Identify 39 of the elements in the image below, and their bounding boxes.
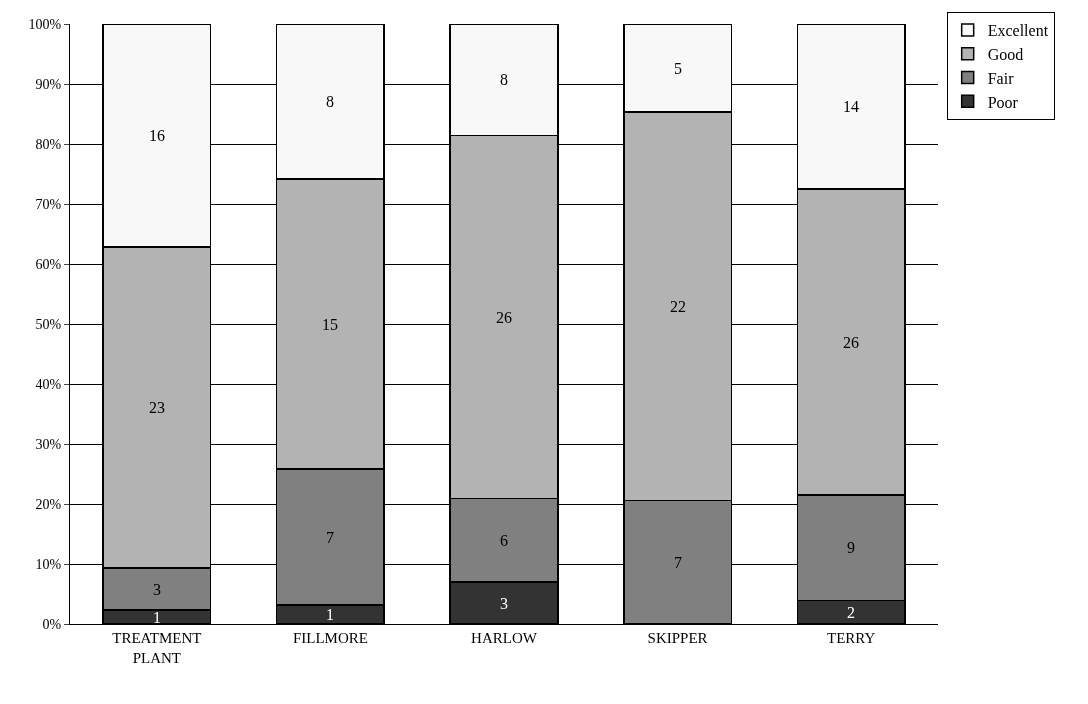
legend-label: Good	[987, 45, 1024, 63]
annotation: 26	[843, 334, 859, 351]
annotation: 6	[500, 532, 508, 549]
annotation: 26	[496, 309, 512, 326]
annotation: 7	[674, 554, 682, 571]
y-tick-label: 30%	[35, 436, 62, 452]
annotation: 7	[326, 529, 334, 546]
annotation: 22	[670, 298, 686, 315]
annotation: 5	[674, 60, 682, 77]
y-tick-label: 20%	[35, 496, 62, 512]
x-tick-label: TREATMENT PLANT	[112, 630, 202, 666]
annotation: 14	[843, 98, 859, 115]
annotation: 3	[153, 581, 161, 598]
y-tick-label: 70%	[35, 196, 62, 212]
legend-label: Poor	[987, 93, 1019, 111]
y-tick-label: 90%	[35, 76, 62, 92]
y-tick-label: 0%	[42, 616, 62, 632]
legend-label: Fair	[987, 69, 1015, 87]
x-tick-label: HARLOW	[471, 630, 538, 646]
annotation: 15	[322, 316, 338, 333]
annotation: 8	[500, 71, 508, 88]
annotation: 2	[847, 604, 855, 621]
annotation: 1	[153, 609, 161, 626]
annotation: 3	[500, 595, 508, 612]
annotation: 23	[149, 399, 165, 416]
x-tick-label: FILLMORE	[292, 630, 368, 646]
annotation: 9	[847, 539, 855, 556]
y-tick-label: 60%	[35, 256, 62, 272]
annotation: 1	[326, 606, 334, 623]
y-tick-label: 10%	[35, 556, 62, 572]
y-tick-label: 50%	[35, 316, 62, 332]
y-tick-label: 80%	[35, 136, 62, 152]
annotation: 16	[149, 127, 165, 144]
x-tick-label: SKIPPER	[647, 630, 708, 646]
annotation: 8	[326, 93, 334, 110]
y-tick-label: 100%	[28, 16, 62, 32]
x-tick-label: TERRY	[827, 630, 876, 646]
legend-label: Excellent	[987, 22, 1049, 40]
y-tick-label: 40%	[35, 376, 62, 392]
